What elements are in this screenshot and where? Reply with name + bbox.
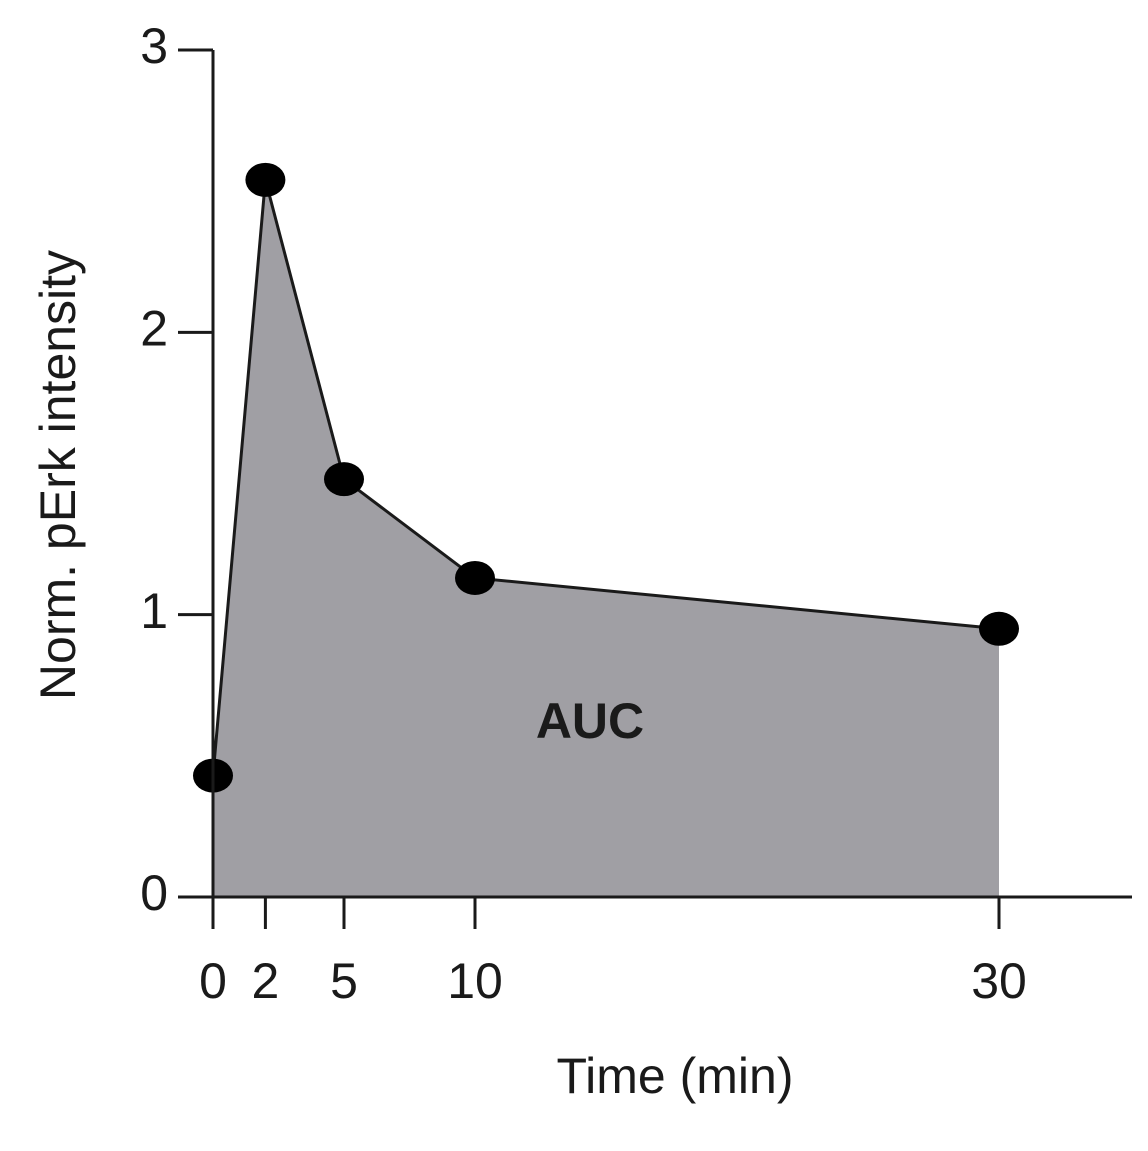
x-axis-title: Time (min): [556, 1048, 793, 1104]
x-tick-label: 2: [251, 953, 279, 1009]
data-point: [245, 162, 286, 197]
y-tick-label: 2: [140, 301, 168, 357]
data-point: [455, 560, 495, 595]
x-tick-label: 10: [447, 953, 503, 1009]
annotation: AUC: [536, 693, 644, 749]
y-axis-title: Norm. pErk intensity: [30, 250, 86, 700]
y-tick-label: 3: [140, 18, 168, 74]
x-tick-label: 0: [199, 953, 227, 1009]
x-tick-label: 5: [330, 953, 358, 1009]
area: [213, 179, 999, 897]
y-tick-label: 0: [140, 865, 168, 921]
x-tick-label: 30: [971, 953, 1027, 1009]
data-point: [979, 611, 1019, 646]
data-point: [324, 462, 364, 497]
y-tick-label: 1: [140, 583, 168, 639]
